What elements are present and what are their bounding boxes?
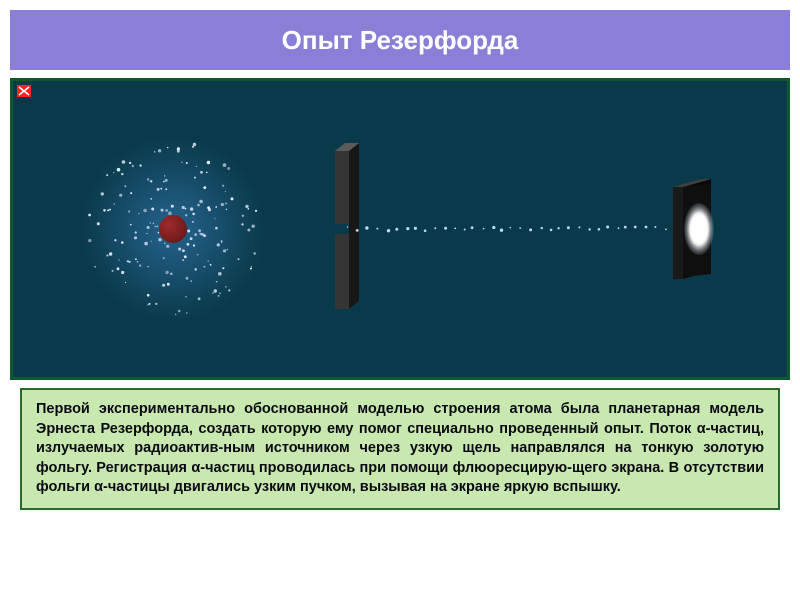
- page: Опыт Резерфорда Первой экспериментально …: [0, 0, 800, 600]
- diagram-area: [10, 78, 790, 380]
- description-box: Первой экспериментально обоснованной мод…: [20, 388, 780, 510]
- rutherford-diagram: [13, 81, 787, 377]
- page-title: Опыт Резерфорда: [282, 25, 519, 56]
- description-text: Первой экспериментально обоснованной мод…: [36, 400, 764, 498]
- header-bar: Опыт Резерфорда: [10, 10, 790, 70]
